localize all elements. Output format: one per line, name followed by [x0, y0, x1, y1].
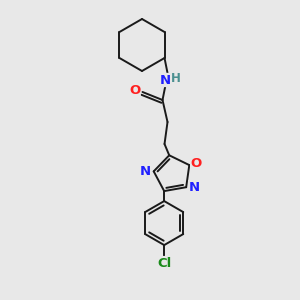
Text: Cl: Cl [157, 256, 171, 270]
Text: O: O [129, 85, 140, 98]
Text: O: O [191, 157, 202, 169]
Text: H: H [171, 73, 181, 85]
Text: N: N [140, 165, 151, 178]
Text: N: N [160, 74, 171, 86]
Text: N: N [189, 181, 200, 194]
